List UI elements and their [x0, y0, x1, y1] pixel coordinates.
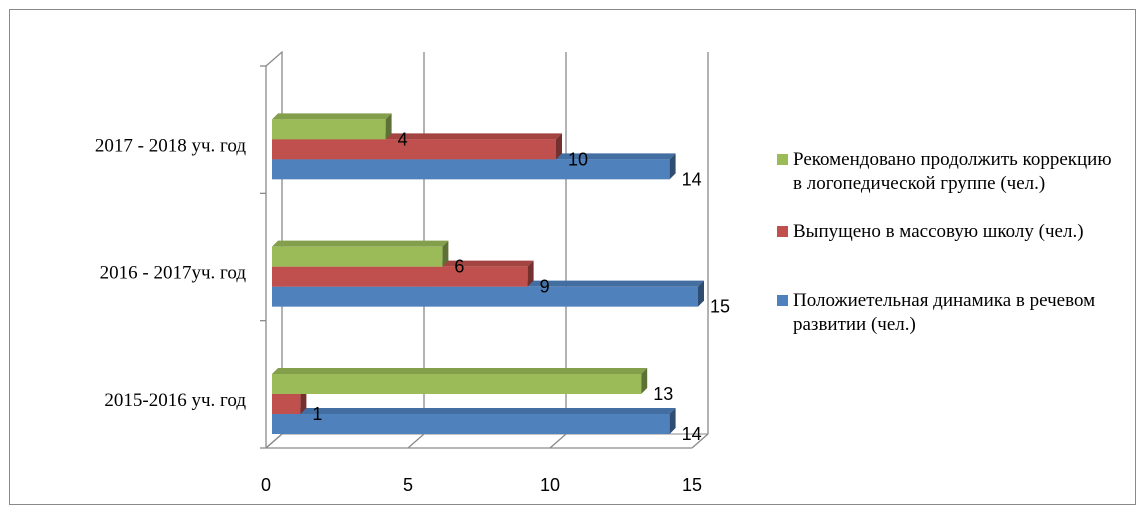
- bar-end: [442, 240, 449, 267]
- bar-end: [527, 260, 534, 287]
- bar-end: [300, 388, 307, 414]
- bar-end: [669, 153, 676, 180]
- bar: [272, 286, 698, 307]
- legend-item-released: Выпущено в массовую школу (чел.): [775, 220, 1115, 244]
- floor-gridline: [549, 433, 567, 449]
- bar: [272, 394, 301, 414]
- bar-end: [698, 280, 704, 307]
- bar: [272, 246, 443, 267]
- x-tick-label: 5: [403, 475, 413, 495]
- bar: [272, 159, 670, 180]
- data-label: 15: [710, 297, 730, 317]
- category-label: 2017 - 2018 уч. год: [95, 135, 246, 156]
- bar-top: [272, 113, 392, 120]
- legend-label-released: Выпущено в массовую школу (чел.): [793, 221, 1084, 242]
- legend-item-positive: Положиетельная динамика в речевом развит…: [775, 289, 1115, 337]
- bar-end: [669, 408, 676, 434]
- data-label: 14: [682, 424, 702, 444]
- bar-top: [272, 368, 648, 374]
- bar-top: [272, 240, 449, 247]
- legend-label-positive: Положиетельная динамика в речевом развит…: [793, 290, 1096, 335]
- bar-end: [641, 368, 648, 394]
- legend-item-recommended: Рекомендовано продолжить коррекцию в лог…: [775, 148, 1115, 196]
- bar: [272, 119, 386, 140]
- legend-swatch-recommended: [777, 154, 788, 165]
- x-tick-label: 0: [261, 475, 271, 495]
- legend-swatch-positive: [777, 295, 788, 306]
- bar-end: [385, 113, 392, 140]
- bar-end: [556, 133, 562, 160]
- data-label: 13: [653, 384, 673, 404]
- data-label: 9: [540, 277, 550, 297]
- bar-top: [272, 408, 676, 414]
- category-label: 2016 - 2017уч. год: [100, 263, 247, 284]
- x-tick-label: 15: [682, 475, 702, 495]
- bar: [272, 139, 556, 160]
- legend-swatch-released: [777, 226, 788, 237]
- legend-label-recommended: Рекомендовано продолжить коррекцию в лог…: [793, 149, 1112, 194]
- data-label: 1: [312, 404, 322, 424]
- bar: [272, 266, 528, 287]
- floor-gridline: [691, 433, 709, 449]
- data-label: 14: [682, 169, 702, 189]
- data-label: 4: [398, 129, 408, 149]
- floor-gridline: [265, 433, 283, 449]
- legend: Рекомендовано продолжить коррекцию в лог…: [775, 148, 1115, 337]
- x-tick-label: 10: [540, 475, 560, 495]
- data-label: 10: [568, 149, 588, 169]
- bar: [272, 374, 642, 394]
- floor-gridline: [407, 433, 425, 449]
- category-label: 2015-2016 уч. год: [104, 390, 246, 411]
- data-label: 6: [454, 257, 464, 277]
- bar: [272, 414, 670, 434]
